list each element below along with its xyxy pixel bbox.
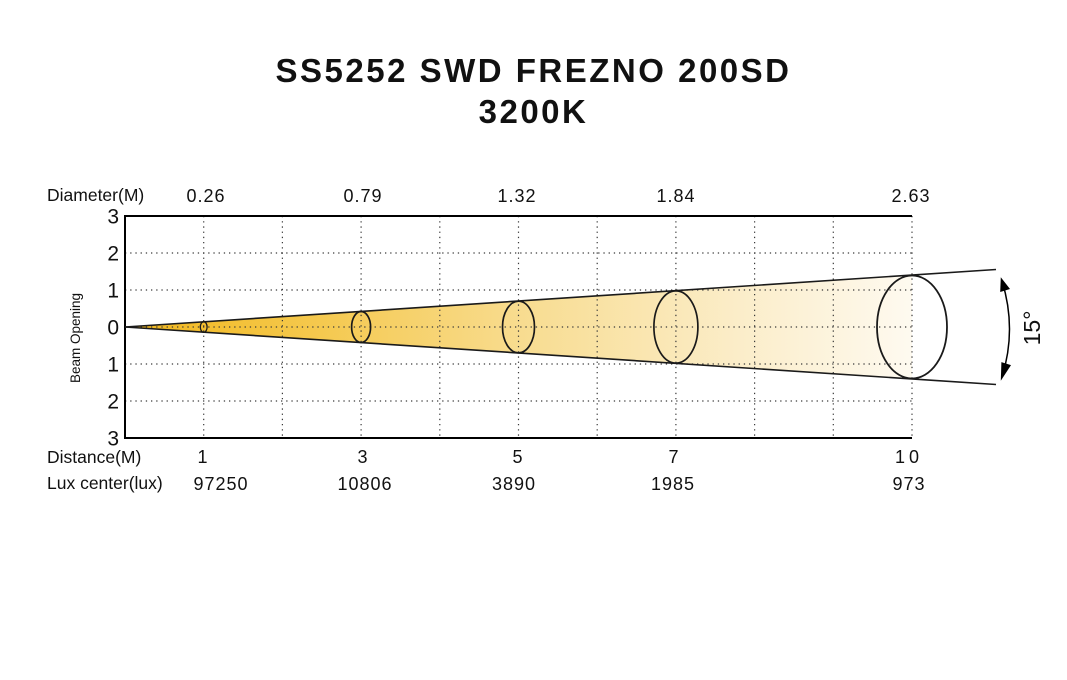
beam-cone	[125, 275, 912, 379]
y-tick: 3	[107, 206, 119, 229]
diameter-value: 0.79	[343, 186, 383, 206]
y-tick: 2	[107, 243, 119, 266]
lux-row-label: Lux center(lux)	[47, 473, 163, 493]
distance-row-label: Distance(M)	[47, 447, 142, 467]
distance-value: 10	[894, 447, 924, 467]
diameter-value: 2.63	[891, 186, 931, 206]
diameter-value: 1.32	[497, 186, 537, 206]
distance-value: 3	[357, 447, 369, 467]
y-axis-tick-labels: 3 2 1 0 1 2 3	[107, 206, 119, 451]
diameter-row-label: Diameter(M)	[47, 185, 145, 205]
distance-value: 1	[197, 447, 209, 467]
arrowhead-down	[1000, 362, 1011, 381]
title-line-2: 3200K	[478, 93, 589, 130]
diameter-value: 1.84	[656, 186, 696, 206]
horizontal-gridlines	[125, 252, 912, 402]
y-axis-title: Beam Opening	[68, 293, 83, 383]
distance-value: 5	[512, 447, 524, 467]
diameter-value: 0.26	[186, 186, 226, 206]
arrowhead-up	[1000, 277, 1010, 292]
beam-angle-arc	[1000, 277, 1011, 381]
y-tick: 0	[107, 317, 119, 340]
y-tick: 2	[107, 391, 119, 414]
y-tick: 3	[107, 428, 119, 451]
lux-value: 973	[892, 474, 926, 494]
beam-cross-section-ellipses	[199, 274, 948, 380]
title-line-1: SS5252 SWD FREZNO 200SD	[275, 52, 792, 89]
beam-boundary-lines	[124, 268, 997, 386]
lux-value: 1985	[650, 474, 696, 494]
beam-angle-label: 15°	[1019, 311, 1045, 346]
lux-value: 10806	[337, 474, 393, 494]
y-tick: 1	[107, 280, 119, 303]
lux-value: 97250	[193, 474, 249, 494]
page-title: SS5252 SWD FREZNO 200SD 3200K	[0, 50, 1067, 132]
distance-value: 7	[668, 447, 680, 467]
y-tick: 1	[107, 354, 119, 377]
lux-value: 3890	[491, 474, 537, 494]
